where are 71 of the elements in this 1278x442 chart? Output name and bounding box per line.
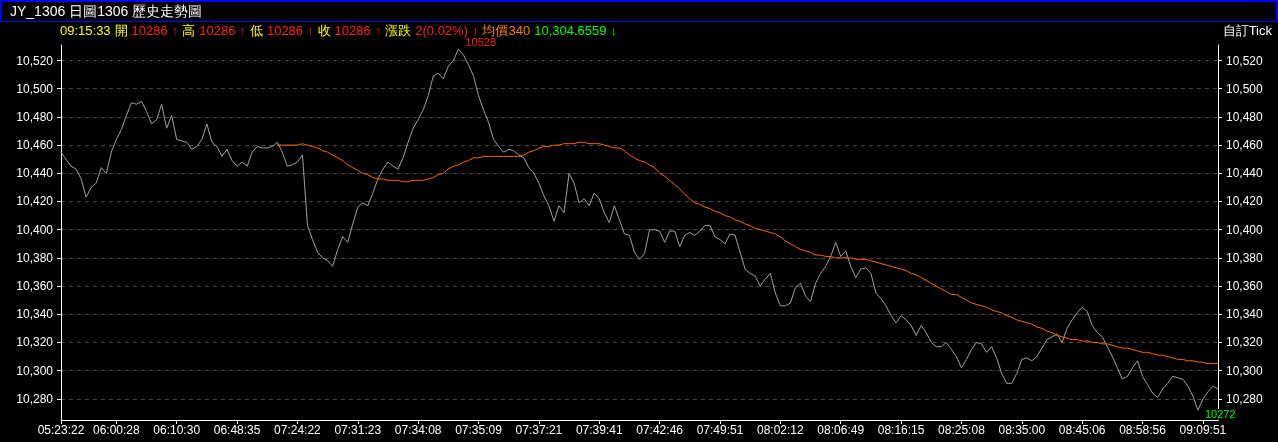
y-tick-label: 10,480 [16, 109, 54, 124]
y-tick-label: 10,360 [16, 279, 54, 294]
text: 10286 [266, 23, 304, 38]
text: ↑ [307, 23, 314, 38]
text: 高 [182, 23, 196, 38]
y-tick-label: 10,380 [16, 250, 54, 265]
line-series [276, 141, 1219, 365]
y2-tick-label: 10,360 [1226, 279, 1264, 294]
y2-tick-label: 10,380 [1226, 250, 1264, 265]
y2-tick-label: 10,340 [1226, 307, 1264, 322]
text: ↑ [374, 23, 382, 38]
text: 開 [114, 23, 128, 38]
x-tick-label: 06:00:28 [92, 423, 141, 437]
text: ↑ [472, 23, 479, 38]
x-tick-label: 07:34:08 [394, 423, 442, 437]
text: 自訂Tick [1222, 22, 1272, 40]
x-tick-label: 08:35:00 [998, 423, 1046, 437]
text: 10286 [131, 23, 168, 38]
y-tick-label: 10,320 [16, 335, 54, 350]
y-tick-label: 10,280 [16, 391, 54, 406]
text: 2(0.02%) [415, 23, 468, 38]
x-tick-label: 07:49:51 [696, 423, 744, 437]
text: 收 [317, 23, 331, 38]
y2-tick-label: 10,320 [1226, 335, 1264, 350]
x-tick-label: 07:31:23 [334, 423, 382, 437]
y2-tick-label: 10,280 [1226, 391, 1264, 406]
x-tick-label: 08:58:56 [1119, 423, 1167, 437]
text: 10286 [334, 23, 371, 38]
text: 10286 [199, 23, 236, 38]
y-tick-label: 10,440 [16, 166, 54, 181]
x-tick-label: 05:23:22 [37, 423, 85, 437]
x-tick-label: 07:39:41 [575, 423, 623, 437]
y-tick-label: 10,500 [16, 81, 54, 96]
text: ↑ [239, 23, 246, 38]
y-tick-label: 10,340 [16, 307, 54, 322]
x-tick-label: 07:42:46 [636, 423, 684, 437]
line-series [60, 48, 1219, 411]
text: 均價340 [482, 23, 531, 38]
y-tick-label: 10,400 [16, 222, 54, 237]
y-tick-label: 10,460 [16, 138, 54, 153]
x-tick-label: 08:02:12 [756, 423, 805, 437]
x-tick-label: 08:16:15 [877, 423, 925, 437]
x-tick-label: 08:25:08 [938, 423, 986, 437]
y2-tick-label: 10,460 [1226, 138, 1264, 153]
y2-tick-label: 10,400 [1226, 222, 1264, 237]
x-tick-label: 07:35:09 [455, 423, 503, 437]
text: ↓ [610, 23, 617, 38]
text: 10,304.6559 [534, 23, 607, 38]
annotation: 10272 [1204, 408, 1236, 421]
x-tick-label: 07:37:21 [515, 423, 563, 437]
x-tick-label: 08:45:06 [1058, 423, 1106, 437]
x-tick-label: 06:48:35 [213, 423, 261, 437]
y2-tick-label: 10,420 [1226, 194, 1264, 209]
y2-tick-label: 10,520 [1226, 53, 1264, 68]
annotation: 10528 [465, 36, 497, 49]
text: 低 [249, 23, 263, 38]
chart-title: JY_1306 日圖1306 歷史走勢圖 [10, 3, 203, 19]
x-tick-label: 07:24:22 [274, 423, 322, 437]
x-tick-label: 06:10:30 [153, 423, 201, 437]
y-tick-label: 10,300 [16, 363, 54, 378]
x-tick-label: 09:09:51 [1179, 423, 1227, 437]
x-tick-label: 08:06:49 [817, 423, 865, 437]
y2-tick-label: 10,440 [1226, 166, 1264, 181]
y2-tick-label: 10,500 [1226, 81, 1264, 96]
y-tick-label: 10,520 [16, 53, 54, 68]
y2-tick-label: 10,300 [1226, 363, 1264, 378]
y2-tick-label: 10,480 [1226, 109, 1264, 124]
text: 09:15:33 [60, 23, 111, 38]
y-tick-label: 10,420 [16, 194, 54, 209]
text: 漲跌 [385, 23, 412, 38]
text: ↑ [171, 23, 179, 38]
